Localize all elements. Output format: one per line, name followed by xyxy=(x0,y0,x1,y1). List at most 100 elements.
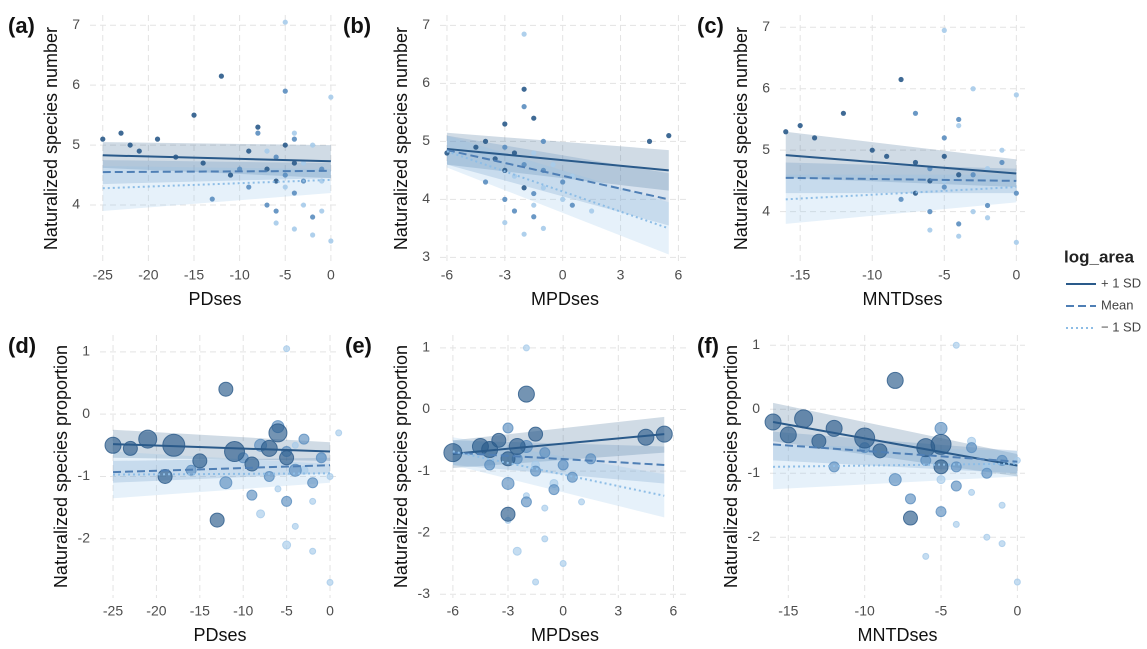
legend-label: − 1 SD xyxy=(1101,319,1141,334)
bubble xyxy=(291,522,299,530)
x-tick-label: -5 xyxy=(279,267,292,283)
fit-line xyxy=(772,443,1018,463)
x-tick-label: -25 xyxy=(93,267,113,283)
point xyxy=(1013,190,1019,196)
bubble xyxy=(157,468,173,484)
point xyxy=(310,232,316,238)
bubble xyxy=(539,447,551,459)
x-tick-label: 0 xyxy=(326,603,334,619)
bubble xyxy=(263,470,275,482)
bubble xyxy=(966,442,978,454)
point xyxy=(200,160,206,166)
point xyxy=(300,160,307,166)
point xyxy=(927,227,933,233)
x-tick-label: 0 xyxy=(559,267,567,283)
fit-line xyxy=(446,147,669,172)
x-axis-title: MPDses xyxy=(531,625,599,645)
x-tick-label: -15 xyxy=(184,267,204,283)
y-tick-label: 5 xyxy=(762,141,770,157)
x-tick-label: 0 xyxy=(1013,603,1021,619)
point xyxy=(956,116,962,123)
fit-line xyxy=(785,154,1017,175)
x-tick-label: 0 xyxy=(559,603,567,619)
x-tick-label: -20 xyxy=(146,603,166,619)
fit-line xyxy=(113,472,331,476)
bubble xyxy=(578,498,586,506)
bubble xyxy=(502,422,514,434)
y-tick-label: 0 xyxy=(752,400,760,416)
point xyxy=(300,202,307,208)
fit-line xyxy=(773,462,1018,468)
bubble xyxy=(950,461,962,473)
y-tick-label: 3 xyxy=(422,248,430,264)
point xyxy=(984,202,991,209)
bubble xyxy=(541,535,549,543)
panel-label: (c) xyxy=(697,13,724,38)
bubble xyxy=(335,429,343,437)
point xyxy=(136,148,142,154)
x-tick-label: 3 xyxy=(617,267,625,283)
bubble xyxy=(104,436,122,454)
point xyxy=(984,215,991,221)
point xyxy=(282,142,288,148)
point xyxy=(291,226,297,232)
point xyxy=(666,133,672,139)
x-tick-label: 0 xyxy=(327,267,335,283)
legend-title: log_area xyxy=(1064,247,1134,266)
point xyxy=(521,31,527,37)
legend-label: + 1 SD xyxy=(1101,275,1141,290)
point xyxy=(941,135,947,141)
panel: 3 4 5 6 7 -6 -3 0 3 6 MPDses Naturalized species nu… xyxy=(343,13,690,309)
x-tick-label: -20 xyxy=(138,267,158,283)
bubble xyxy=(500,506,516,522)
legend-label: Mean xyxy=(1101,297,1134,312)
confidence-band xyxy=(102,166,331,212)
y-tick-label: 1 xyxy=(752,336,760,352)
point xyxy=(282,88,288,94)
point xyxy=(473,144,479,150)
y-tick-label: -1 xyxy=(418,462,431,478)
y-axis-title: Naturalized species proportion xyxy=(51,345,71,588)
bubble xyxy=(998,540,1006,548)
point xyxy=(898,196,904,202)
y-tick-label: 6 xyxy=(72,76,80,92)
bubble xyxy=(501,476,515,490)
point xyxy=(227,172,234,178)
point xyxy=(560,196,566,202)
bubble xyxy=(981,467,993,479)
point xyxy=(540,185,546,191)
y-tick-label: 4 xyxy=(72,196,80,212)
confidence-band xyxy=(446,135,669,226)
point xyxy=(511,150,518,156)
bubble xyxy=(138,429,158,449)
confidence-band xyxy=(446,135,669,255)
point xyxy=(154,136,161,142)
point xyxy=(246,148,252,154)
y-tick-label: -2 xyxy=(418,523,431,539)
point xyxy=(127,142,133,148)
point xyxy=(927,209,933,215)
point xyxy=(521,231,527,237)
bubble xyxy=(246,489,258,501)
bubble xyxy=(922,552,930,560)
confidence-band xyxy=(785,162,1017,194)
bubble xyxy=(298,433,310,445)
confidence-band xyxy=(113,451,331,499)
point xyxy=(531,190,537,197)
point xyxy=(531,202,537,208)
point xyxy=(482,179,489,185)
point xyxy=(502,219,508,226)
point xyxy=(540,138,546,144)
y-tick-label: 4 xyxy=(762,202,770,218)
point xyxy=(255,130,261,136)
x-tick-label: -5 xyxy=(938,267,951,283)
point xyxy=(273,154,279,160)
point xyxy=(941,27,947,33)
y-axis-title: Naturalized species proportion xyxy=(721,345,741,588)
y-tick-label: 5 xyxy=(422,132,430,148)
x-tick-label: -10 xyxy=(855,603,875,619)
point xyxy=(310,214,316,220)
y-tick-label: -3 xyxy=(418,585,431,601)
bubble xyxy=(326,578,334,586)
